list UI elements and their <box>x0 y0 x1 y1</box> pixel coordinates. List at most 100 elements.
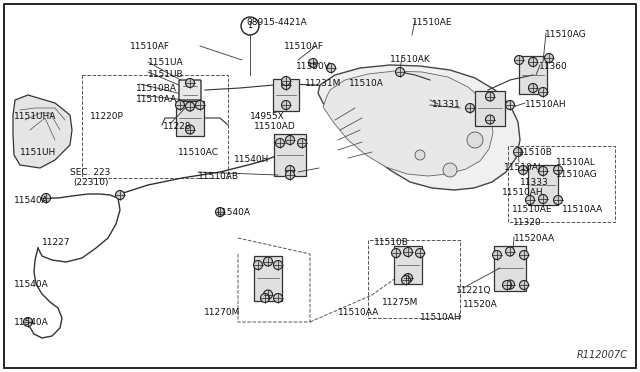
Bar <box>176 100 204 135</box>
Circle shape <box>515 55 524 64</box>
Circle shape <box>285 166 294 174</box>
Text: 11510B: 11510B <box>518 148 553 157</box>
Text: 11510AA: 11510AA <box>338 308 380 317</box>
Bar <box>273 79 299 111</box>
Text: 11540A: 11540A <box>14 196 49 205</box>
Circle shape <box>518 166 527 174</box>
Circle shape <box>115 190 125 199</box>
Circle shape <box>525 196 534 205</box>
Text: 11510AH: 11510AH <box>525 100 566 109</box>
Circle shape <box>415 150 425 160</box>
Circle shape <box>186 125 195 134</box>
Text: 11350V: 11350V <box>296 62 331 71</box>
Text: R112007C: R112007C <box>577 350 628 360</box>
Text: 11231M: 11231M <box>305 79 341 88</box>
Text: 11510AC: 11510AC <box>178 148 219 157</box>
Circle shape <box>241 17 259 35</box>
Text: 1151UHA: 1151UHA <box>14 112 56 121</box>
Text: 11510AK: 11510AK <box>390 55 431 64</box>
Circle shape <box>195 100 205 109</box>
Text: 11227: 11227 <box>42 238 70 247</box>
Polygon shape <box>13 95 72 168</box>
Text: 11510AH: 11510AH <box>420 313 461 322</box>
Circle shape <box>520 250 529 260</box>
Circle shape <box>506 100 515 109</box>
Circle shape <box>273 260 282 269</box>
Text: 11540A: 11540A <box>14 280 49 289</box>
Circle shape <box>467 132 483 148</box>
Text: 11540A: 11540A <box>14 318 49 327</box>
Circle shape <box>506 247 515 256</box>
Text: 11320: 11320 <box>513 218 541 227</box>
Circle shape <box>186 102 195 111</box>
Circle shape <box>216 208 225 217</box>
Circle shape <box>520 280 529 289</box>
Circle shape <box>264 290 273 299</box>
Circle shape <box>506 280 515 289</box>
Text: 11540H: 11540H <box>234 155 269 164</box>
Circle shape <box>443 163 457 177</box>
Text: 11510AA: 11510AA <box>136 95 177 104</box>
Circle shape <box>282 100 291 109</box>
Circle shape <box>545 54 554 62</box>
Circle shape <box>24 317 33 327</box>
Circle shape <box>273 294 282 302</box>
Text: 11510AF: 11510AF <box>130 42 170 51</box>
Circle shape <box>401 276 410 285</box>
Text: 11510AD: 11510AD <box>254 122 296 131</box>
Circle shape <box>253 260 262 269</box>
Circle shape <box>308 58 317 67</box>
Text: 11510AH: 11510AH <box>502 188 543 197</box>
Circle shape <box>486 92 495 101</box>
Circle shape <box>403 247 413 257</box>
Text: 11510BA: 11510BA <box>136 84 177 93</box>
Polygon shape <box>323 71 493 176</box>
Bar <box>254 256 282 301</box>
Text: 11510B: 11510B <box>374 238 409 247</box>
Bar <box>519 56 547 94</box>
Circle shape <box>513 148 522 157</box>
Text: 1: 1 <box>248 22 253 31</box>
Text: L1540A: L1540A <box>216 208 250 217</box>
Circle shape <box>403 273 413 282</box>
Circle shape <box>529 83 538 93</box>
Text: 11510AL: 11510AL <box>556 158 596 167</box>
Text: 11510AE: 11510AE <box>512 205 552 214</box>
Circle shape <box>538 195 547 203</box>
Bar <box>394 246 422 284</box>
Circle shape <box>175 100 184 109</box>
Circle shape <box>326 64 335 73</box>
Text: 11228: 11228 <box>163 122 191 131</box>
Text: 11510AB: 11510AB <box>198 172 239 181</box>
Text: SEC. 223: SEC. 223 <box>70 168 110 177</box>
Text: 11360: 11360 <box>539 62 568 71</box>
Text: 11510A: 11510A <box>349 79 384 88</box>
Circle shape <box>285 170 294 180</box>
Bar <box>475 90 505 125</box>
Text: 1151UA: 1151UA <box>148 58 184 67</box>
Circle shape <box>282 77 291 86</box>
Text: 11510AG: 11510AG <box>556 170 598 179</box>
Circle shape <box>415 248 424 257</box>
Bar <box>494 246 526 291</box>
Circle shape <box>486 115 495 124</box>
Circle shape <box>554 196 563 205</box>
Bar <box>528 165 558 205</box>
Text: 08915-4421A: 08915-4421A <box>246 18 307 27</box>
Text: 11275M: 11275M <box>382 298 419 307</box>
Circle shape <box>538 87 547 96</box>
Text: 11220P: 11220P <box>90 112 124 121</box>
Text: 11510AA: 11510AA <box>562 205 604 214</box>
Text: 11221Q: 11221Q <box>456 286 492 295</box>
Circle shape <box>396 67 404 77</box>
Text: 11520A: 11520A <box>463 300 498 309</box>
Circle shape <box>554 166 563 174</box>
Text: 11510AG: 11510AG <box>545 30 587 39</box>
Text: 14955X: 14955X <box>250 112 285 121</box>
Text: 1151UB: 1151UB <box>148 70 184 79</box>
Circle shape <box>538 167 547 176</box>
Text: 11510AJ: 11510AJ <box>504 163 541 172</box>
Text: 11333: 11333 <box>520 178 548 187</box>
Circle shape <box>465 103 474 112</box>
Circle shape <box>275 138 285 148</box>
